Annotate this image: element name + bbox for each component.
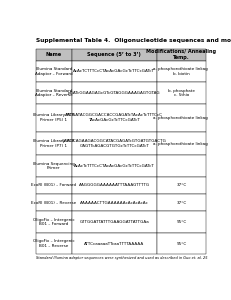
Bar bbox=[157, 233, 206, 254]
Bar bbox=[72, 211, 157, 233]
Bar bbox=[72, 155, 157, 177]
Text: 37°C: 37°C bbox=[176, 201, 187, 205]
Text: a. phosphorothioate linkage: a. phosphorothioate linkage bbox=[153, 142, 210, 146]
Text: EcoRI (B01) – Forward: EcoRI (B01) – Forward bbox=[31, 184, 76, 188]
Bar bbox=[36, 132, 72, 155]
Bar bbox=[157, 194, 206, 211]
Bar bbox=[36, 49, 72, 61]
Bar bbox=[36, 155, 72, 177]
Text: AcAcTcTTTCcCTAcAcGAcGcTcTTCcGATcT: AcAcTcTTTCcCTAcAcGAcGcTcTTCcGATcT bbox=[74, 164, 155, 168]
Bar bbox=[72, 61, 157, 82]
Bar bbox=[157, 49, 206, 61]
Bar bbox=[36, 194, 72, 211]
Bar bbox=[36, 61, 72, 82]
Text: Name: Name bbox=[46, 52, 62, 57]
Bar bbox=[157, 104, 206, 132]
Text: Modifications/ Annealing
Temp.: Modifications/ Annealing Temp. bbox=[146, 49, 216, 60]
Text: OligoFix – Intergenic
B01 – Reverse: OligoFix – Intergenic B01 – Reverse bbox=[33, 239, 75, 248]
Text: EcoRI (B01) – Reverse: EcoRI (B01) – Reverse bbox=[31, 201, 76, 205]
Text: b. phosphate
c. 5thio: b. phosphate c. 5thio bbox=[168, 89, 195, 97]
Text: Supplemental Table 4.  Oligonucleotide sequences and modifications: Supplemental Table 4. Oligonucleotide se… bbox=[36, 38, 231, 43]
Bar bbox=[157, 155, 206, 177]
Text: Illumina Library PCR
Primer (P7) 1: Illumina Library PCR Primer (P7) 1 bbox=[33, 139, 75, 148]
Text: pGATcGGAAGAGcGTcGTAGGGAAAGAGTGTAG: pGATcGGAAGAGcGTcGTAGGGAAAGAGTGTAG bbox=[68, 91, 161, 95]
Bar bbox=[72, 82, 157, 104]
Bar bbox=[72, 104, 157, 132]
Bar bbox=[72, 233, 157, 254]
Text: 37°C: 37°C bbox=[176, 184, 187, 188]
Bar bbox=[36, 82, 72, 104]
Bar bbox=[157, 177, 206, 194]
Bar bbox=[72, 49, 157, 61]
Bar bbox=[72, 132, 157, 155]
Text: Illumina Standard
Adaptor – Forward: Illumina Standard Adaptor – Forward bbox=[35, 67, 73, 76]
Text: ATTCcaaaaaTTcaaTTTTAAAAA: ATTCcaaaaaTTcaaTTTTAAAAA bbox=[84, 242, 144, 245]
Bar bbox=[36, 233, 72, 254]
Text: 95°C: 95°C bbox=[176, 220, 187, 224]
Text: OligoFix – Intergenic
B01 – Forward: OligoFix – Intergenic B01 – Forward bbox=[33, 218, 75, 226]
Text: AcAcTCTTTCcCTAcAcGAcGcTcTTCcGATcT: AcAcTCTTTCcCTAcAcGAcGcTcTTCcGATcT bbox=[73, 70, 155, 74]
Bar bbox=[72, 194, 157, 211]
Text: a. phosphorothioate linkage: a. phosphorothioate linkage bbox=[153, 116, 210, 120]
Text: AAGGGGGAAAAAATTTAAAGTTTTG: AAGGGGGAAAAAATTTAAAGTTTTG bbox=[79, 184, 150, 188]
Text: AATGATACGGCGACCACCGAGATcTAcAcTcTTTCcC
TAcAcGAcGcTcTTCcGATcT: AATGATACGGCGACCACCGAGATcTAcAcTcTTTCcC TA… bbox=[65, 113, 163, 122]
Bar bbox=[36, 104, 72, 132]
Text: 95°C: 95°C bbox=[176, 242, 187, 245]
Text: GTTGGATTATTTGAAGGATTATTGAa: GTTGGATTATTTGAAGGATTATTGAa bbox=[79, 220, 149, 224]
Bar bbox=[157, 61, 206, 82]
Text: AAAAAACTTGAAAAAAcAcAcAcAc: AAAAAACTTGAAAAAAcAcAcAcAc bbox=[80, 201, 149, 205]
Text: Illumina Library PCR
Primer (P5) 1: Illumina Library PCR Primer (P5) 1 bbox=[33, 113, 75, 122]
Text: Standard Illumina adaptor sequences were synthesized and used as described in Gu: Standard Illumina adaptor sequences were… bbox=[36, 256, 207, 260]
Bar bbox=[157, 132, 206, 155]
Bar bbox=[157, 211, 206, 233]
Bar bbox=[157, 82, 206, 104]
Text: Sequence (5’ to 3’): Sequence (5’ to 3’) bbox=[87, 52, 141, 57]
Bar bbox=[72, 177, 157, 194]
Text: a. phosphorothioate linkage
b. biotin: a. phosphorothioate linkage b. biotin bbox=[153, 67, 210, 76]
Bar bbox=[36, 177, 72, 194]
Bar bbox=[36, 211, 72, 233]
Text: CAAGCAGAAGACGGCATACGAGATcGTGATGTGACTG
GAGTTcAGACGTGTGcTcTTCcGATcT: CAAGCAGAAGACGGCATACGAGATcGTGATGTGACTG GA… bbox=[62, 139, 167, 148]
Text: Illumina Standard
Adaptor – Reverse: Illumina Standard Adaptor – Reverse bbox=[35, 89, 73, 97]
Text: Illumina Sequencing
Primer: Illumina Sequencing Primer bbox=[33, 162, 75, 170]
